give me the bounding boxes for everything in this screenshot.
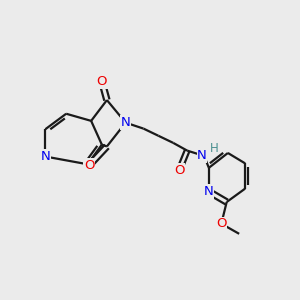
Text: N: N (40, 150, 50, 163)
Text: O: O (216, 217, 226, 230)
Text: N: N (204, 185, 214, 198)
Text: O: O (174, 164, 184, 177)
Text: O: O (84, 159, 94, 172)
Text: O: O (97, 75, 107, 88)
Text: H: H (210, 142, 219, 155)
Text: N: N (197, 149, 207, 162)
Text: N: N (121, 116, 130, 129)
